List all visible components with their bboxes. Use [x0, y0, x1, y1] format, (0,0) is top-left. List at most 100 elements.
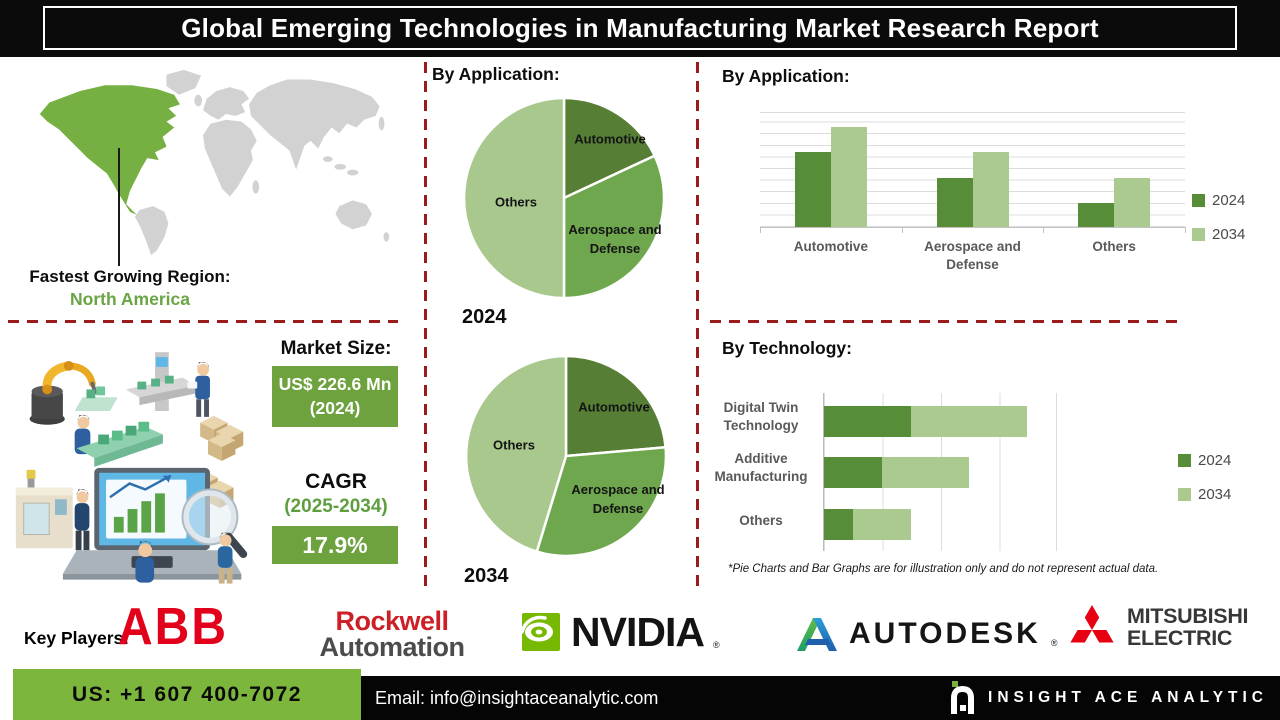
- madagascar-shape: [252, 180, 260, 194]
- legend-label-2024: 2024: [1198, 452, 1232, 469]
- brand-name: INSIGHT ACE ANALYTIC: [988, 689, 1268, 706]
- uk-shape: [194, 94, 203, 107]
- header-border: [43, 6, 1237, 50]
- sea-island-2: [334, 163, 347, 170]
- divider-dashed-vertical-2: [696, 62, 699, 588]
- nvidia-logo-text: NVIDIA: [571, 608, 705, 655]
- divider-dashed-left: [8, 320, 398, 323]
- pie-2034-label-others: Others: [493, 437, 535, 453]
- laptop-analytics-illustration: [62, 467, 248, 584]
- market-size-label: Market Size:: [280, 338, 392, 359]
- bar-chart-category-labels: Automotive Aerospace and Defense Others: [760, 238, 1185, 273]
- nvidia-logo: NVIDIA ®: [514, 608, 720, 656]
- fastest-growing-region-label: Fastest Growing Region:: [29, 267, 231, 286]
- technology-chart-legend: 2024 2034: [1178, 452, 1231, 503]
- category-label-text: Others: [1092, 239, 1136, 254]
- legend-label-2034: 2034: [1212, 226, 1246, 243]
- category-label-text: Aerospace and Defense: [924, 239, 1021, 272]
- tech-bar-others-2024: [824, 509, 853, 540]
- category-label-automotive: Automotive: [760, 238, 902, 273]
- world-map: [39, 69, 390, 256]
- japan-shape: [378, 116, 385, 131]
- map-callout-line: [118, 148, 120, 266]
- legend-swatch-2034: [1178, 488, 1191, 501]
- pie-chart-2024-svg: [462, 96, 666, 300]
- pie-2034-slice-automotive: [564, 354, 667, 458]
- technology-section-title: By Technology:: [722, 338, 852, 358]
- tech-label-additive: Additive Manufacturing: [714, 451, 808, 484]
- legend-2024: 2024: [1178, 452, 1231, 469]
- x-axis-tick: [901, 227, 903, 233]
- pie-2034-label-aerospace: Aerospace and Defense: [571, 482, 665, 516]
- tech-bar-additive-2034: [882, 457, 969, 488]
- australia-shape: [335, 200, 372, 230]
- technology-bar-chart-plot: [823, 393, 1057, 551]
- footer-brand: INSIGHT ACE ANALYTIC: [950, 676, 1268, 720]
- legend-2034: 2034: [1178, 486, 1231, 503]
- category-label-others: Others: [1043, 238, 1185, 273]
- automation-logo-text: Automation: [319, 632, 465, 663]
- tech-bar-additive-2024: [824, 457, 882, 488]
- legend-swatch-2024: [1192, 194, 1205, 207]
- bar-group-others: [1043, 113, 1185, 227]
- pie-2024-slice-others: [462, 96, 566, 300]
- world-map-continents: [134, 69, 390, 256]
- pie-2024-slice-aerospace: [562, 154, 666, 300]
- abb-logo-text: ABB: [118, 598, 228, 657]
- tech-row-additive: [824, 457, 1056, 488]
- rockwell-automation-logo: Rockwell Automation: [298, 607, 486, 663]
- bar-group-aerospace: [902, 113, 1044, 227]
- x-axis-tick: [760, 227, 761, 233]
- legend-swatch-2024: [1178, 454, 1191, 467]
- pie-2034-year: 2034: [464, 565, 509, 587]
- mitsubishi-diamonds-icon: [1070, 605, 1114, 643]
- sea-island-1: [322, 156, 333, 162]
- registered-mark: ®: [1050, 638, 1058, 648]
- cagr-label: CAGR: [305, 470, 367, 493]
- mitsubishi-text-line2: ELECTRIC: [1127, 626, 1233, 650]
- bar-section-title: By Application:: [722, 66, 850, 86]
- legend-swatch-2034: [1192, 228, 1205, 241]
- divider-dashed-vertical-1: [424, 62, 427, 588]
- pie-2024-label-automotive: Automotive: [574, 131, 646, 147]
- page-title: Global Emerging Technologies in Manufact…: [181, 13, 1099, 43]
- africa-shape: [202, 119, 257, 197]
- robot-arm-illustration: [29, 361, 118, 425]
- region-north-america: [39, 85, 180, 215]
- key-players-label: Key Players:: [24, 628, 130, 648]
- inspection-station-illustration: [125, 352, 210, 417]
- bar-group-automotive: [760, 113, 902, 227]
- divider-dashed-right: [710, 320, 1178, 323]
- autodesk-logo: AUTODESK ®: [795, 614, 1057, 654]
- autodesk-logo-text: AUTODESK: [849, 617, 1041, 650]
- legend-label-2024: 2024: [1212, 192, 1246, 209]
- manufacturing-illustration: [15, 352, 248, 584]
- pie-chart-2024: Automotive Aerospace and Defense Others: [458, 92, 670, 304]
- category-label-aerospace: Aerospace and Defense: [902, 238, 1044, 273]
- tech-row-digital-twin: [824, 406, 1056, 437]
- cagr-period: (2025-2034): [284, 496, 388, 517]
- bar-automotive-2024: [794, 151, 831, 227]
- bar-aerospace-2024: [936, 177, 973, 227]
- registered-mark: ®: [712, 640, 720, 650]
- tech-label-others: Others: [739, 513, 783, 528]
- pie-2024-label-aerospace: Aerospace and Defense: [568, 222, 662, 256]
- pie-2034-slice-aerospace: [535, 446, 668, 558]
- header-bar: Global Emerging Technologies in Manufact…: [0, 0, 1280, 57]
- india-shape: [287, 144, 305, 170]
- mitsubishi-logo-text: MITSUBISHI ELECTRIC: [1127, 605, 1249, 650]
- bar-automotive-2034: [830, 126, 867, 227]
- pie-2024-year: 2024: [462, 306, 507, 328]
- legend-2024: 2024: [1192, 192, 1245, 209]
- application-bar-chart-plot: [760, 112, 1186, 233]
- bar-aerospace-2034: [972, 151, 1009, 227]
- pie-section-title: By Application:: [432, 64, 560, 84]
- autodesk-a-icon: [797, 618, 837, 651]
- market-size-value: US$ 226.6 Mn (2024): [272, 366, 398, 428]
- disclaimer-footnote: *Pie Charts and Bar Graphs are for illus…: [728, 563, 1159, 575]
- bar-others-2024: [1078, 203, 1115, 227]
- abb-logo: ABB: [118, 598, 228, 657]
- footer-bar: [355, 676, 1280, 720]
- tech-bar-digital-twin-2024: [824, 406, 911, 437]
